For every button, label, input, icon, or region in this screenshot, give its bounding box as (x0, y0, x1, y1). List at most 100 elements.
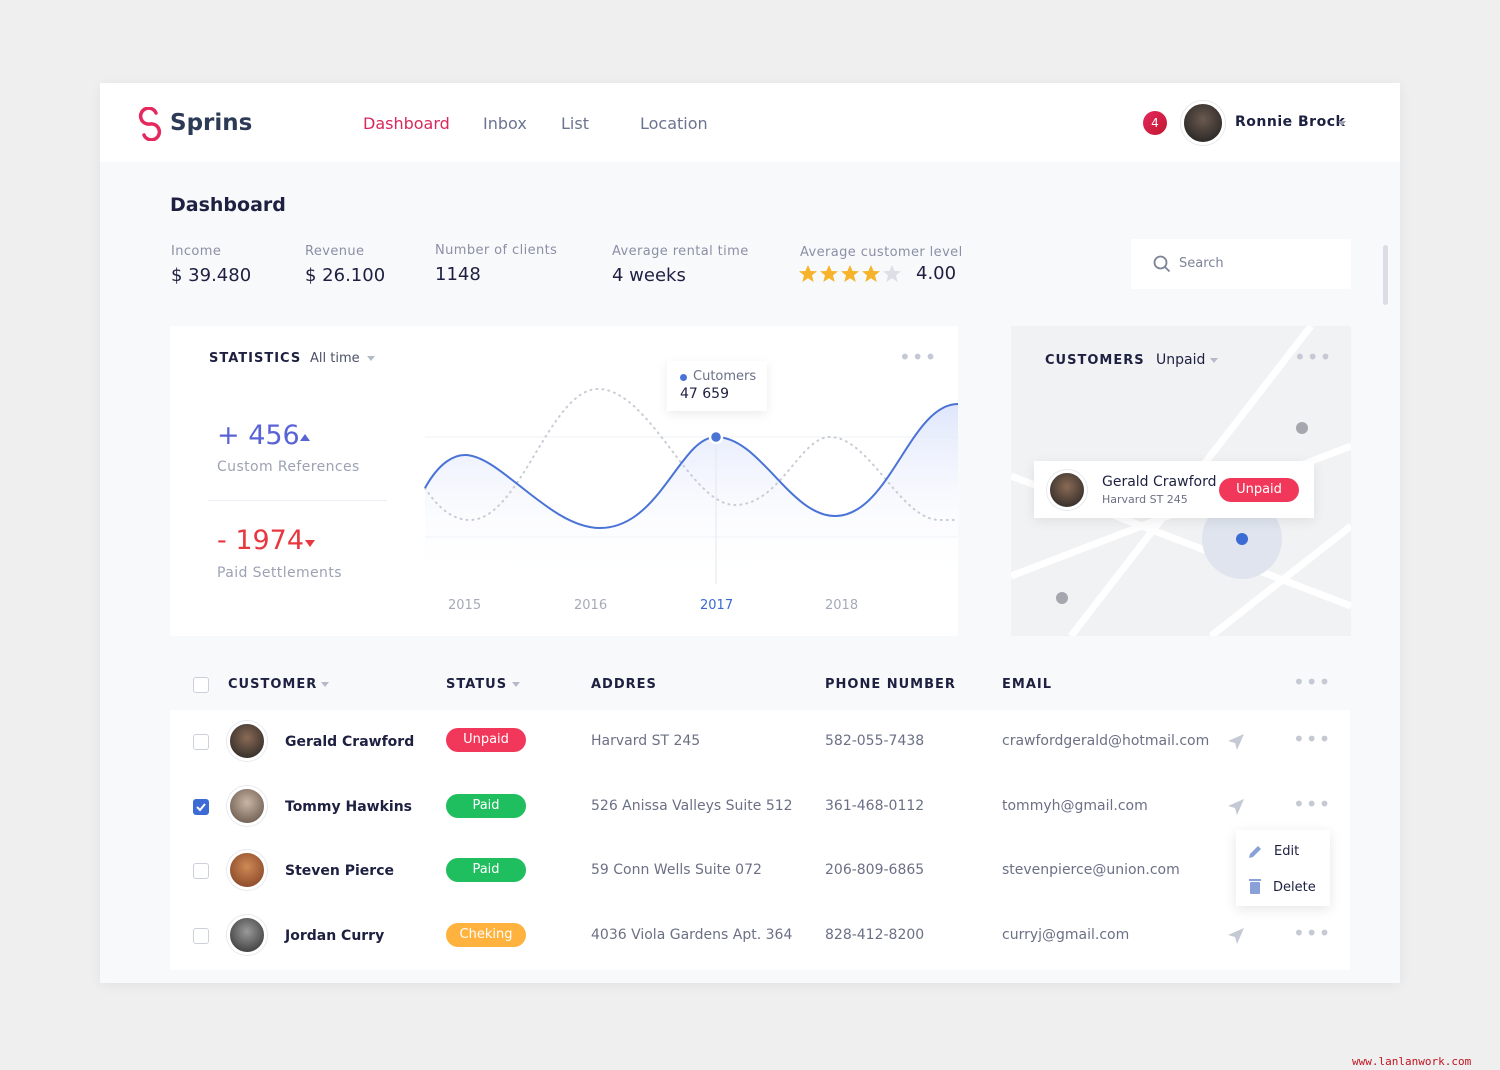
avatar (227, 721, 267, 761)
email: tommyh@gmail.com (1002, 798, 1148, 814)
dropdown-caret (1338, 121, 1346, 126)
sort-caret (321, 682, 329, 687)
row-checkbox[interactable] (193, 734, 209, 750)
statistics-chart (424, 387, 958, 584)
tooltip-label: Cutomers (693, 369, 757, 384)
phone: 828-412-8200 (825, 927, 925, 943)
nav-link[interactable]: Dashboard (363, 114, 450, 133)
address: 526 Anissa Valleys Suite 512 (591, 798, 793, 814)
row-checkbox[interactable] (193, 928, 209, 944)
logo: Sprins (170, 110, 253, 136)
stat-label: Income (171, 244, 222, 259)
menu-item[interactable]: Delete (1273, 880, 1316, 895)
phone: 361-468-0112 (825, 798, 925, 814)
phone: 582-055-7438 (825, 733, 925, 749)
stat-label: Average customer level (800, 245, 963, 260)
notification-badge[interactable]: 4 (1143, 111, 1167, 135)
sort-caret (512, 682, 520, 687)
menu-item[interactable]: Edit (1274, 844, 1300, 859)
customers-table (170, 710, 1350, 970)
status-badge: Paid (446, 794, 526, 818)
phone: 206-809-6865 (825, 862, 925, 878)
nav-link[interactable]: List (561, 114, 589, 133)
more-menu[interactable]: ••• (899, 345, 938, 369)
logo-icon (138, 107, 162, 141)
search-box[interactable] (1131, 239, 1351, 289)
metric-value: - 1974 (217, 525, 305, 556)
watermark: www.lanlanwork.com (1352, 1055, 1472, 1068)
more-menu[interactable]: ••• (1293, 727, 1332, 751)
down-arrow (305, 540, 315, 547)
column-header[interactable]: STATUS (446, 677, 508, 692)
x-label: 2017 (700, 598, 734, 613)
dropdown-caret (367, 356, 375, 361)
avatar (227, 850, 267, 890)
column-header: ADDRES (591, 677, 657, 692)
avatar (1047, 470, 1087, 510)
card-title: CUSTOMERS (1045, 353, 1145, 368)
stat-value: 1148 (435, 264, 481, 285)
email: curryj@gmail.com (1002, 927, 1130, 943)
dropdown-caret (1210, 358, 1218, 363)
stat-value: $ 39.480 (171, 265, 252, 286)
menu-icons (1249, 846, 1261, 894)
tooltip-dot (680, 374, 687, 381)
status-badge: Unpaid (1219, 478, 1299, 502)
customer-name: Gerald Crawford (1102, 474, 1217, 490)
scrollbar (1383, 245, 1388, 305)
column-header[interactable]: CUSTOMER (228, 677, 318, 692)
rating-value: 4.00 (916, 263, 957, 284)
column-header: EMAIL (1002, 677, 1052, 692)
customer-name: Tommy Hawkins (285, 799, 412, 815)
column-header: PHONE NUMBER (825, 677, 956, 692)
user-name[interactable]: Ronnie Brock (1235, 114, 1346, 130)
status-badge: Cheking (446, 923, 526, 947)
address: Harvard ST 245 (591, 733, 701, 749)
more-menu[interactable]: ••• (1293, 921, 1332, 945)
address: 59 Conn Wells Suite 072 (591, 862, 762, 878)
filter-select[interactable]: All time (310, 351, 360, 366)
more-menu[interactable]: ••• (1293, 670, 1332, 694)
customer-address: Harvard ST 245 (1102, 493, 1188, 506)
customer-name: Steven Pierce (285, 863, 394, 879)
stat-label: Revenue (305, 244, 365, 259)
stat-label: Number of clients (435, 243, 558, 258)
up-arrow (300, 434, 310, 441)
customer-name: Jordan Curry (285, 928, 385, 944)
email: crawfordgerald@hotmail.com (1002, 733, 1210, 749)
nav-link[interactable]: Location (640, 114, 708, 133)
x-label: 2016 (574, 598, 608, 613)
user-avatar[interactable] (1181, 101, 1225, 145)
email: stevenpierce@union.com (1002, 862, 1180, 878)
nav-link[interactable]: Inbox (483, 114, 527, 133)
filter-select[interactable]: Unpaid (1156, 352, 1206, 368)
address: 4036 Viola Gardens Apt. 364 (591, 927, 793, 943)
stat-label: Average rental time (612, 244, 749, 259)
x-label: 2018 (825, 598, 859, 613)
divider (208, 500, 387, 501)
more-menu[interactable]: ••• (1294, 345, 1333, 369)
page-title: Dashboard (170, 194, 286, 216)
more-menu[interactable]: ••• (1293, 792, 1332, 816)
search-placeholder: Search (1179, 256, 1224, 271)
x-label: 2015 (448, 598, 482, 613)
tooltip (667, 361, 767, 411)
card-title: STATISTICS (209, 351, 302, 366)
row-checkbox[interactable] (193, 799, 209, 815)
rating-stars (799, 265, 901, 282)
avatar (227, 915, 267, 955)
stat-value: $ 26.100 (305, 265, 386, 286)
tooltip-value: 47 659 (680, 386, 729, 402)
stat-value: 4 weeks (612, 265, 686, 286)
status-badge: Paid (446, 858, 526, 882)
search-icon (1153, 255, 1171, 273)
select-all[interactable] (193, 677, 209, 693)
metric-label: Paid Settlements (217, 565, 342, 581)
avatar (227, 786, 267, 826)
row-checkbox[interactable] (193, 863, 209, 879)
metric-label: Custom References (217, 459, 360, 475)
metric-value: + 456 (217, 420, 300, 451)
send-icons[interactable] (1226, 732, 1246, 952)
